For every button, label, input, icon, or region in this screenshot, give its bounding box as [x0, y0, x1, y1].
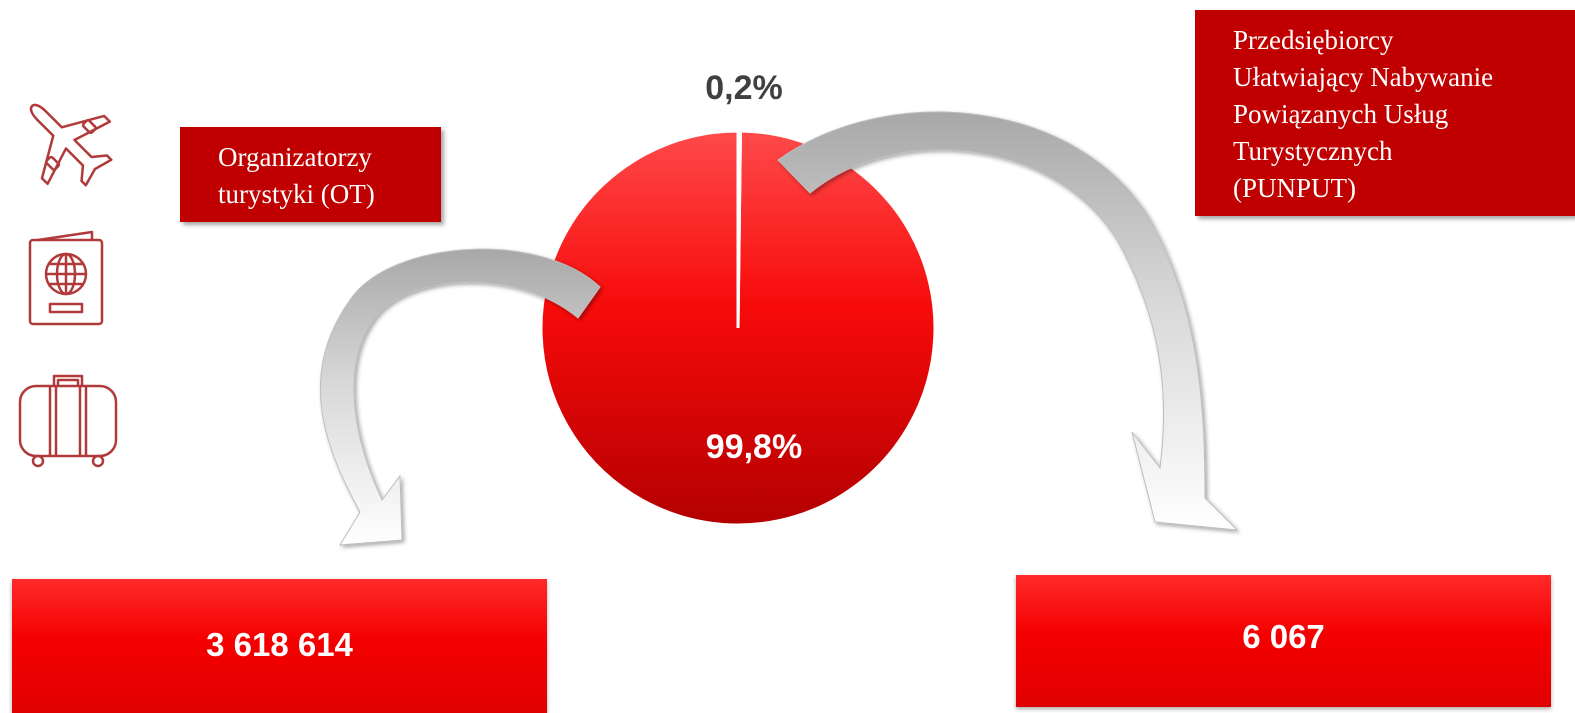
punput-label-line: Ułatwiający Nabywanie	[1233, 62, 1494, 92]
punput-value: 6 067	[1242, 618, 1325, 655]
airplane-icon	[14, 88, 118, 192]
pie-label-0-2: 0,2%	[705, 69, 783, 107]
ot-value-box: 3 618 614	[12, 579, 547, 713]
ot-value: 3 618 614	[206, 626, 353, 663]
passport-icon	[26, 230, 106, 328]
punput-label-line: Przedsiębiorcy	[1233, 25, 1394, 55]
punput-label-line: Powiązanych Usług	[1233, 99, 1449, 129]
ot-label-line: Organizatorzy	[218, 142, 372, 172]
ot-label-line: turystyki (OT)	[218, 179, 375, 209]
pie-slice-punput	[736, 129, 742, 329]
punput-label-line: (PUNPUT)	[1233, 173, 1357, 203]
arrow-to-punput	[777, 111, 1239, 531]
punput-category-label: Przedsiębiorcy Ułatwiający Nabywanie Pow…	[1195, 10, 1575, 216]
suitcase-icon	[16, 370, 120, 470]
punput-label-line: Turystycznych	[1233, 136, 1393, 166]
ot-category-label: Organizatorzy turystyki (OT)	[180, 127, 441, 222]
pie-slices	[539, 129, 937, 527]
pie-label-99-8: 99,8%	[706, 428, 802, 466]
arrow-to-ot	[319, 248, 601, 546]
punput-value-box: 6 067	[1016, 575, 1551, 707]
